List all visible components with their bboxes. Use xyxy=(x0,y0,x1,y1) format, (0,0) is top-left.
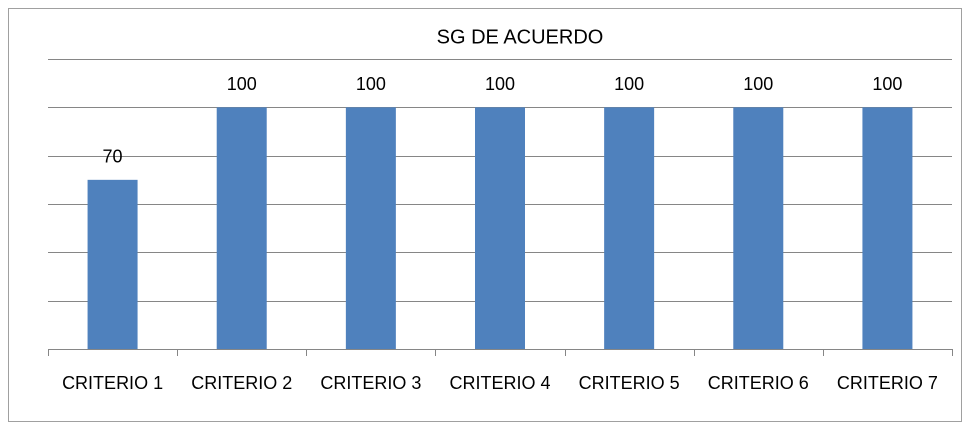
data-label: 100 xyxy=(485,74,515,94)
data-label: 100 xyxy=(227,74,257,94)
x-tick-label: CRITERIO 4 xyxy=(449,373,550,393)
x-tick-label: CRITERIO 7 xyxy=(837,373,938,393)
chart-title: SG DE ACUERDO xyxy=(437,26,604,48)
x-tick-label: CRITERIO 5 xyxy=(579,373,680,393)
data-label: 100 xyxy=(614,74,644,94)
x-tick-label: CRITERIO 1 xyxy=(62,373,163,393)
bar xyxy=(345,107,396,349)
data-label: 100 xyxy=(356,74,386,94)
x-tick-label: CRITERIO 6 xyxy=(708,373,809,393)
bar xyxy=(87,179,138,349)
data-label: 100 xyxy=(872,74,902,94)
data-label: 70 xyxy=(103,147,123,167)
bar xyxy=(216,107,267,349)
bar xyxy=(862,107,913,349)
bar xyxy=(733,107,784,349)
data-label: 100 xyxy=(743,74,773,94)
bar xyxy=(604,107,655,349)
x-tick-label: CRITERIO 3 xyxy=(320,373,421,393)
x-tick-label: CRITERIO 2 xyxy=(191,373,292,393)
bar xyxy=(475,107,525,349)
